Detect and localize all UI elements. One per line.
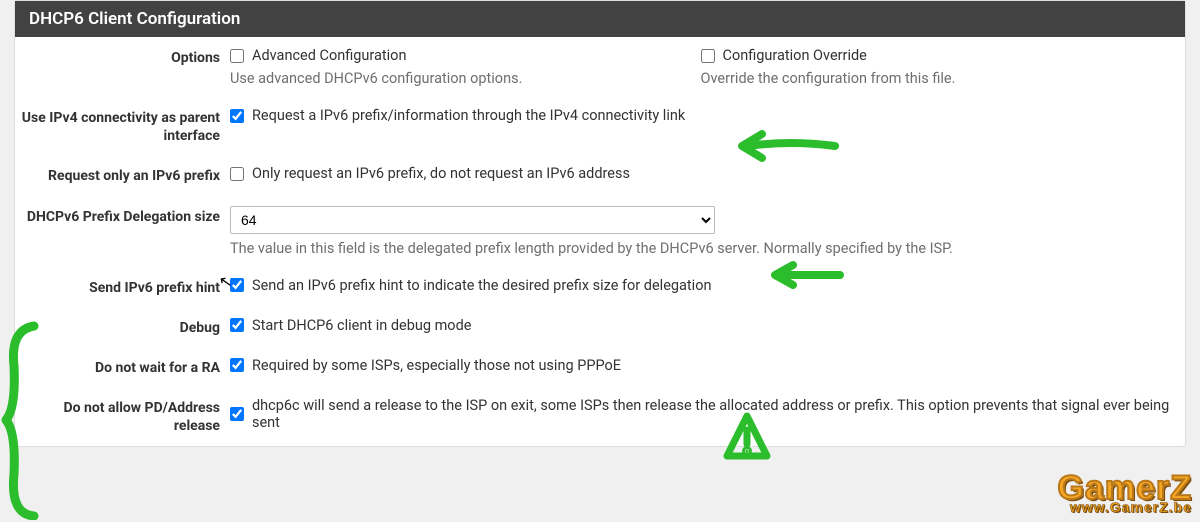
checkbox-override-label: Configuration Override <box>723 47 867 64</box>
checkbox-no-release[interactable] <box>230 407 244 421</box>
checkbox-prefix-hint-label: Send an IPv6 prefix hint to indicate the… <box>252 277 711 294</box>
label-prefix-hint: Send IPv6 prefix hint <box>15 277 230 297</box>
label-options: Options <box>15 47 230 67</box>
row-pd-size: DHCPv6 Prefix Delegation size 64 The val… <box>15 196 1185 267</box>
row-prefix-hint: Send IPv6 prefix hint Send an IPv6 prefi… <box>15 267 1185 307</box>
label-pd-size: DHCPv6 Prefix Delegation size <box>15 206 230 226</box>
label-no-release: Do not allow PD/Address release <box>15 397 230 435</box>
row-options: Options Advanced Configuration Use advan… <box>15 37 1185 97</box>
panel-title: DHCP6 Client Configuration <box>15 1 1185 37</box>
checkbox-request-prefix[interactable] <box>230 167 244 181</box>
row-debug: Debug Start DHCP6 client in debug mode <box>15 307 1185 347</box>
label-request-prefix: Request only an IPv6 prefix <box>15 165 230 185</box>
checkbox-prefix-hint[interactable] <box>230 278 244 292</box>
checkbox-no-ra-label: Required by some ISPs, especially those … <box>252 357 621 374</box>
dhcp6-config-panel: DHCP6 Client Configuration Options Advan… <box>14 0 1186 447</box>
checkbox-request-prefix-label: Only request an IPv6 prefix, do not requ… <box>252 165 630 182</box>
row-request-prefix: Request only an IPv6 prefix Only request… <box>15 155 1185 195</box>
checkbox-config-override[interactable] <box>701 49 715 63</box>
help-override: Override the configuration from this fil… <box>701 70 1172 87</box>
label-ipv4-parent: Use IPv4 connectivity as parent interfac… <box>15 107 230 145</box>
checkbox-ipv4-parent[interactable] <box>230 109 244 123</box>
help-advanced: Use advanced DHCPv6 configuration option… <box>230 70 701 87</box>
row-no-release: Do not allow PD/Address release dhcp6c w… <box>15 387 1185 445</box>
checkbox-ipv4-parent-label: Request a IPv6 prefix/information throug… <box>252 107 685 124</box>
checkbox-advanced-label: Advanced Configuration <box>252 47 406 64</box>
col-advanced: Advanced Configuration Use advanced DHCP… <box>230 47 701 87</box>
row-no-ra: Do not wait for a RA Required by some IS… <box>15 347 1185 387</box>
watermark-url: www.GamerZ.be <box>1058 501 1193 514</box>
select-pd-size[interactable]: 64 <box>230 206 715 234</box>
row-ipv4-parent: Use IPv4 connectivity as parent interfac… <box>15 97 1185 155</box>
checkbox-no-release-label: dhcp6c will send a release to the ISP on… <box>252 397 1171 431</box>
checkbox-advanced-config[interactable] <box>230 49 244 63</box>
col-override: Configuration Override Override the conf… <box>701 47 1172 87</box>
watermark: GamerZ www.GamerZ.be <box>1058 473 1193 514</box>
checkbox-debug-label: Start DHCP6 client in debug mode <box>252 317 471 334</box>
label-debug: Debug <box>15 317 230 337</box>
checkbox-debug[interactable] <box>230 318 244 332</box>
checkbox-no-ra[interactable] <box>230 358 244 372</box>
help-pd-size: The value in this field is the delegated… <box>230 240 1171 257</box>
label-no-ra: Do not wait for a RA <box>15 357 230 377</box>
